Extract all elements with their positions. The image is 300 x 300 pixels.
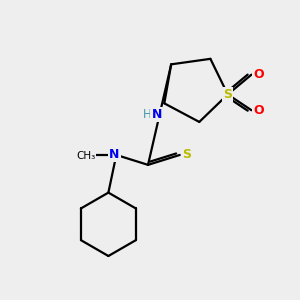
Text: O: O — [253, 68, 264, 81]
Text: O: O — [253, 104, 264, 117]
Text: N: N — [152, 108, 162, 121]
Text: S: S — [223, 88, 232, 101]
Text: CH₃: CH₃ — [76, 151, 95, 161]
Text: H: H — [143, 108, 152, 121]
Text: S: S — [182, 148, 191, 161]
Text: N: N — [109, 148, 119, 161]
